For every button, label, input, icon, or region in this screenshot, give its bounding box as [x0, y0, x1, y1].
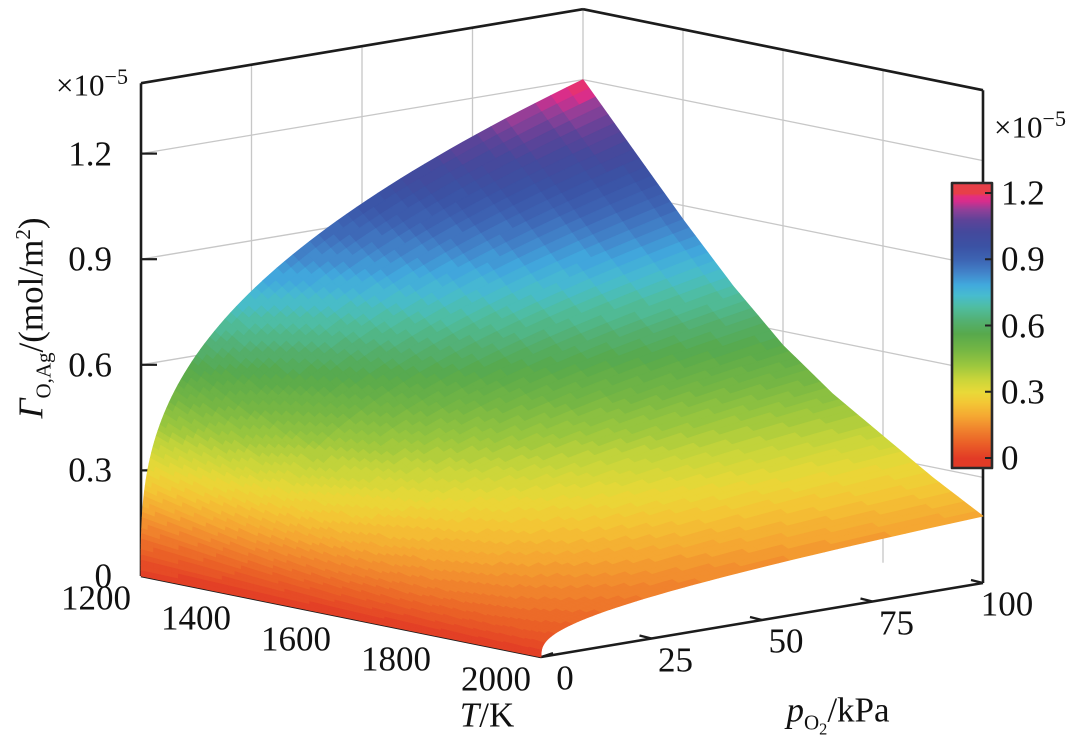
colorbar-tick-label: 0.6	[1001, 306, 1045, 345]
z-axis-unit-sup: 2	[10, 229, 35, 240]
z-exponent-sup: −5	[104, 64, 128, 90]
z-axis-exponent-label: ×10−5	[56, 66, 128, 103]
t-axis-tick-label: 1200	[61, 578, 131, 618]
p-axis-sub-sub: 2	[819, 719, 828, 739]
p-axis-title: pO2/kPa	[786, 690, 890, 737]
z-axis-tick-label: 0.6	[68, 345, 112, 385]
p-axis-symbol: p	[786, 690, 804, 730]
p-axis-tick-label: 75	[879, 603, 914, 642]
t-axis-title: T/K	[460, 698, 514, 733]
p-axis-tick-label: 25	[658, 640, 693, 679]
colorbar-tick-label: 0	[1001, 438, 1019, 478]
t-axis-symbol: T	[459, 695, 480, 735]
colorbar-exponent-sup: −5	[1042, 106, 1066, 132]
z-axis-tick-label: 1.2	[68, 134, 112, 174]
t-axis-tick-label: 1800	[361, 639, 431, 679]
colorbar-exponent-label: ×10−5	[994, 108, 1066, 145]
z-axis-tick-label: 0.9	[68, 239, 112, 279]
t-axis-tick-label: 1600	[261, 619, 331, 658]
z-axis-title: ΓO,Ag/(mol/m2)	[10, 217, 56, 419]
p-axis-symbol-subscript: O2	[803, 710, 827, 737]
z-axis-unit-prefix: /(mol/m	[11, 239, 51, 353]
z-axis-symbol-subscript: O,Ag	[31, 352, 56, 399]
colorbar-tick-label: 0.9	[1001, 239, 1045, 279]
p-axis-unit: /kPa	[827, 690, 890, 730]
z-axis-tick-label: 0	[94, 556, 113, 596]
t-axis-tick-label: 2000	[461, 659, 531, 699]
colorbar-tick-label: 1.2	[1001, 173, 1045, 213]
z-axis-tick-label: 0.3	[68, 450, 112, 490]
colorbar-tick-label: 0.3	[1001, 372, 1045, 412]
colorbar-exponent-base: ×10	[994, 109, 1043, 145]
z-exponent-base: ×10	[56, 67, 105, 103]
t-axis-tick-label: 1400	[161, 598, 231, 638]
z-axis-unit-suffix: )	[11, 217, 51, 230]
p-axis-tick-label: 100	[980, 584, 1034, 624]
p-axis-tick-label: 0	[556, 658, 574, 698]
p-axis-tick-label: 50	[768, 621, 804, 661]
z-axis-symbol: Γ	[11, 398, 51, 419]
t-axis-unit: /K	[479, 695, 515, 735]
p-axis-sub-main: O	[803, 710, 820, 735]
